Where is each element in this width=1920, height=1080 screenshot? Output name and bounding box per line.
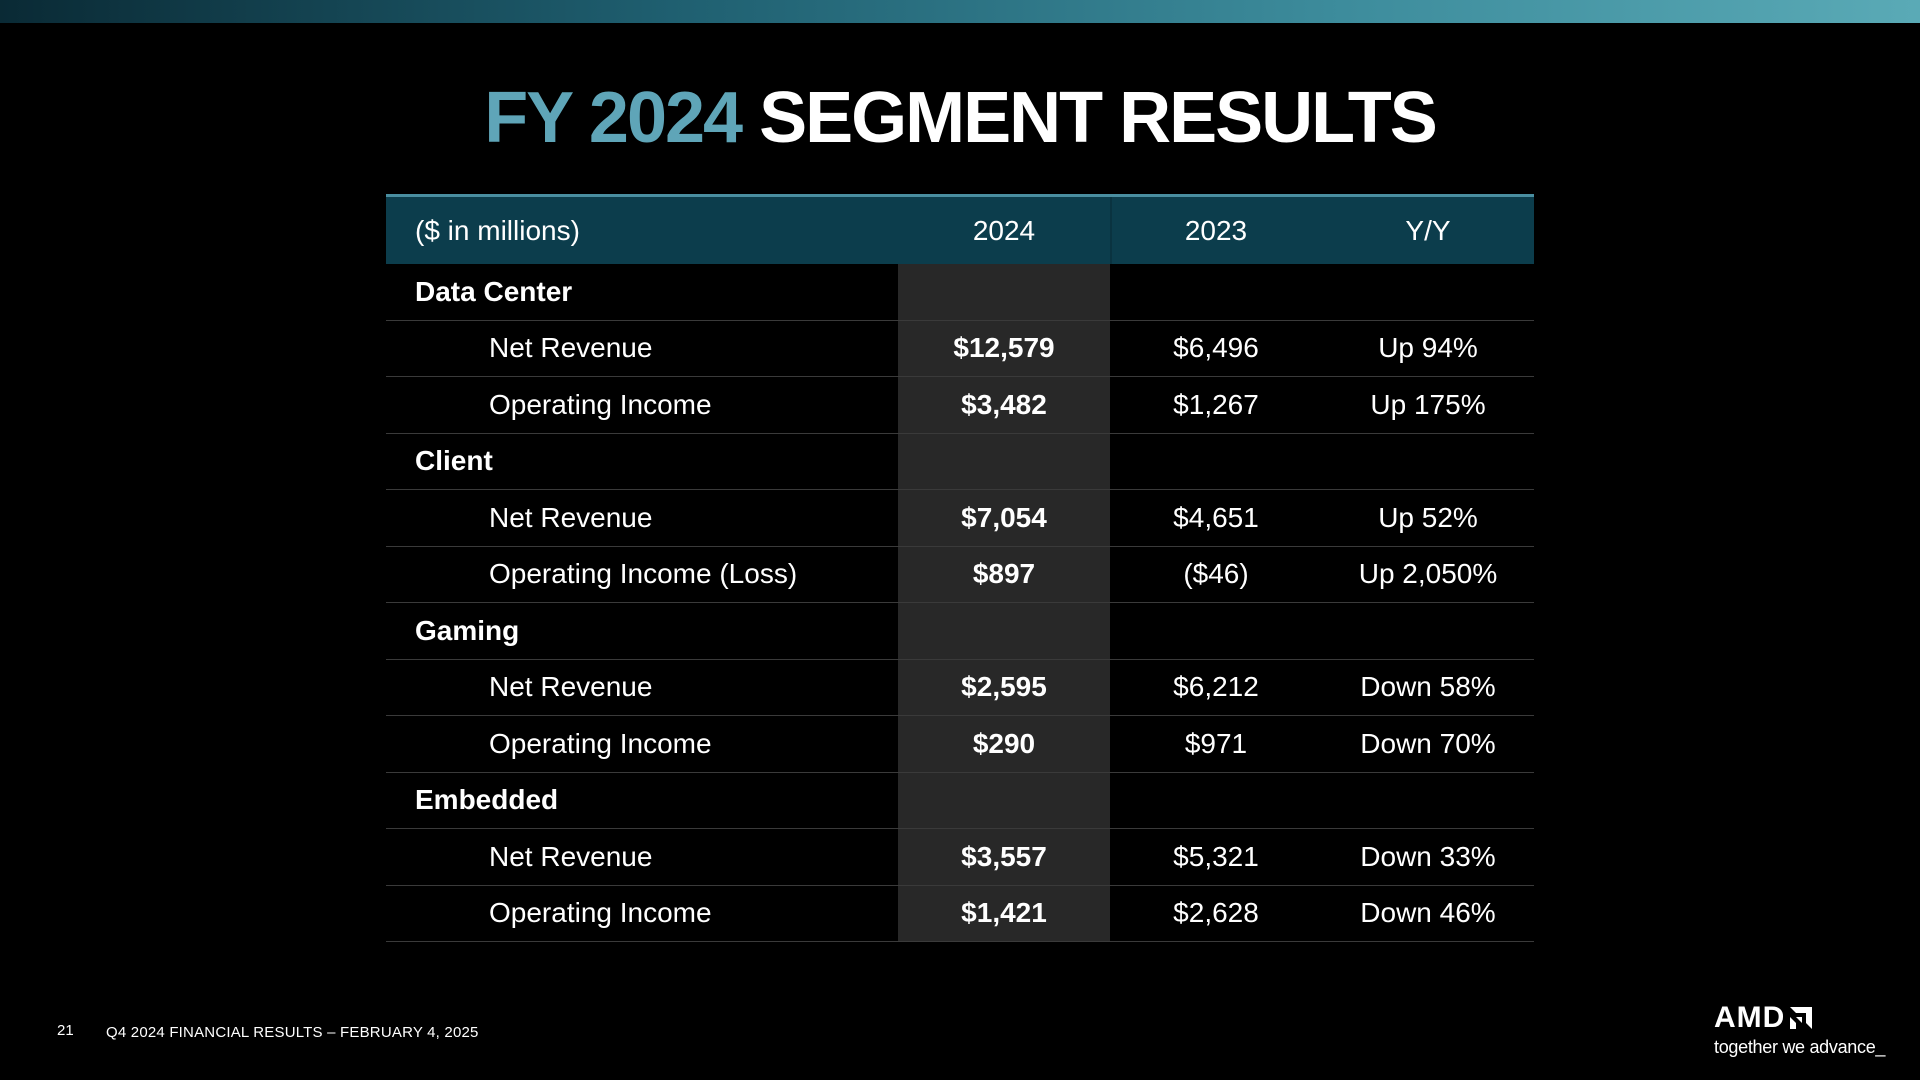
section-row: Embedded [386,773,1534,829]
section-row: Gaming [386,603,1534,660]
value-2023: $6,212 [1173,671,1259,703]
table-row: Operating Income $290 $971 Down 70% [386,716,1534,773]
value-2024: $3,557 [961,840,1047,872]
top-accent-bar [0,0,1920,23]
slide-title: FY 2024 SEGMENT RESULTS [0,78,1920,158]
row-label: Operating Income [489,388,712,420]
value-yy: Down 46% [1360,897,1496,929]
value-2024: $1,421 [961,897,1047,929]
section-label: Data Center [415,275,573,307]
value-2023: $4,651 [1173,501,1259,533]
value-2023: $971 [1184,727,1248,759]
row-label: Operating Income [489,727,712,759]
table-row: Net Revenue $7,054 $4,651 Up 52% [386,490,1534,547]
value-yy: Up 175% [1370,388,1486,420]
row-label: Operating Income (Loss) [489,558,798,590]
title-accent: FY 2024 [484,78,743,158]
amd-arrow-icon [1790,1007,1813,1029]
value-2024: $2,595 [961,671,1047,703]
highlight-column-2024 [898,264,1110,942]
table-body: Data Center Net Revenue $12,579 $6,496 Up 94… [386,264,1534,942]
row-label: Operating Income [489,897,712,929]
row-label: Net Revenue [489,501,653,533]
value-2023: $6,496 [1173,332,1259,364]
header-yy: Y/Y [1405,214,1451,246]
table-row: Operating Income (Loss) $897 ($46) Up 2,050… [386,547,1534,603]
value-2023: ($46) [1183,558,1249,590]
row-label: Net Revenue [489,840,653,872]
amd-logo: AMD together we advance_ [1714,1003,1894,1058]
value-yy: Down 58% [1360,671,1496,703]
page-number: 21 [57,1022,74,1039]
value-yy: Down 33% [1360,840,1496,872]
value-yy: Up 2,050% [1358,558,1498,590]
segment-results-table: ($ in millions) 2024 2023 Y/Y Data Cente… [386,194,1534,942]
header-2024: 2024 [972,214,1036,246]
section-label: Gaming [415,614,520,646]
value-yy: Up 94% [1378,332,1478,364]
value-2023: $2,628 [1173,897,1259,929]
logo-text: AMD [1714,1001,1786,1034]
table-row: Net Revenue $3,557 $5,321 Down 33% [386,829,1534,886]
value-2024: $12,579 [953,332,1055,364]
value-yy: Up 52% [1378,501,1478,533]
header-units: ($ in millions) [415,214,580,246]
row-label: Net Revenue [489,332,653,364]
header-divider [1110,197,1112,264]
table-row: Operating Income $1,421 $2,628 Down 46% [386,886,1534,942]
value-2023: $1,267 [1173,388,1259,420]
value-2024: $290 [972,727,1036,759]
table-row: Net Revenue $2,595 $6,212 Down 58% [386,660,1534,716]
value-2024: $7,054 [961,501,1047,533]
title-main: SEGMENT RESULTS [759,78,1438,158]
value-yy: Down 70% [1360,727,1496,759]
table-header-row: ($ in millions) 2024 2023 Y/Y [386,194,1534,264]
section-row: Client [386,434,1534,490]
logo-tagline: together we advance_ [1714,1037,1886,1057]
value-2023: $5,321 [1173,840,1259,872]
logo-wordmark: AMD [1714,1003,1894,1033]
section-label: Embedded [415,784,559,816]
footer-text: Q4 2024 FINANCIAL RESULTS – FEBRUARY 4, … [106,1024,479,1041]
table-row: Operating Income $3,482 $1,267 Up 175% [386,377,1534,434]
row-label: Net Revenue [489,671,653,703]
section-label: Client [415,445,493,477]
value-2024: $3,482 [961,388,1047,420]
value-2024: $897 [972,558,1036,590]
header-2023: 2023 [1184,214,1248,246]
section-row: Data Center [386,264,1534,321]
table-row: Net Revenue $12,579 $6,496 Up 94% [386,321,1534,377]
